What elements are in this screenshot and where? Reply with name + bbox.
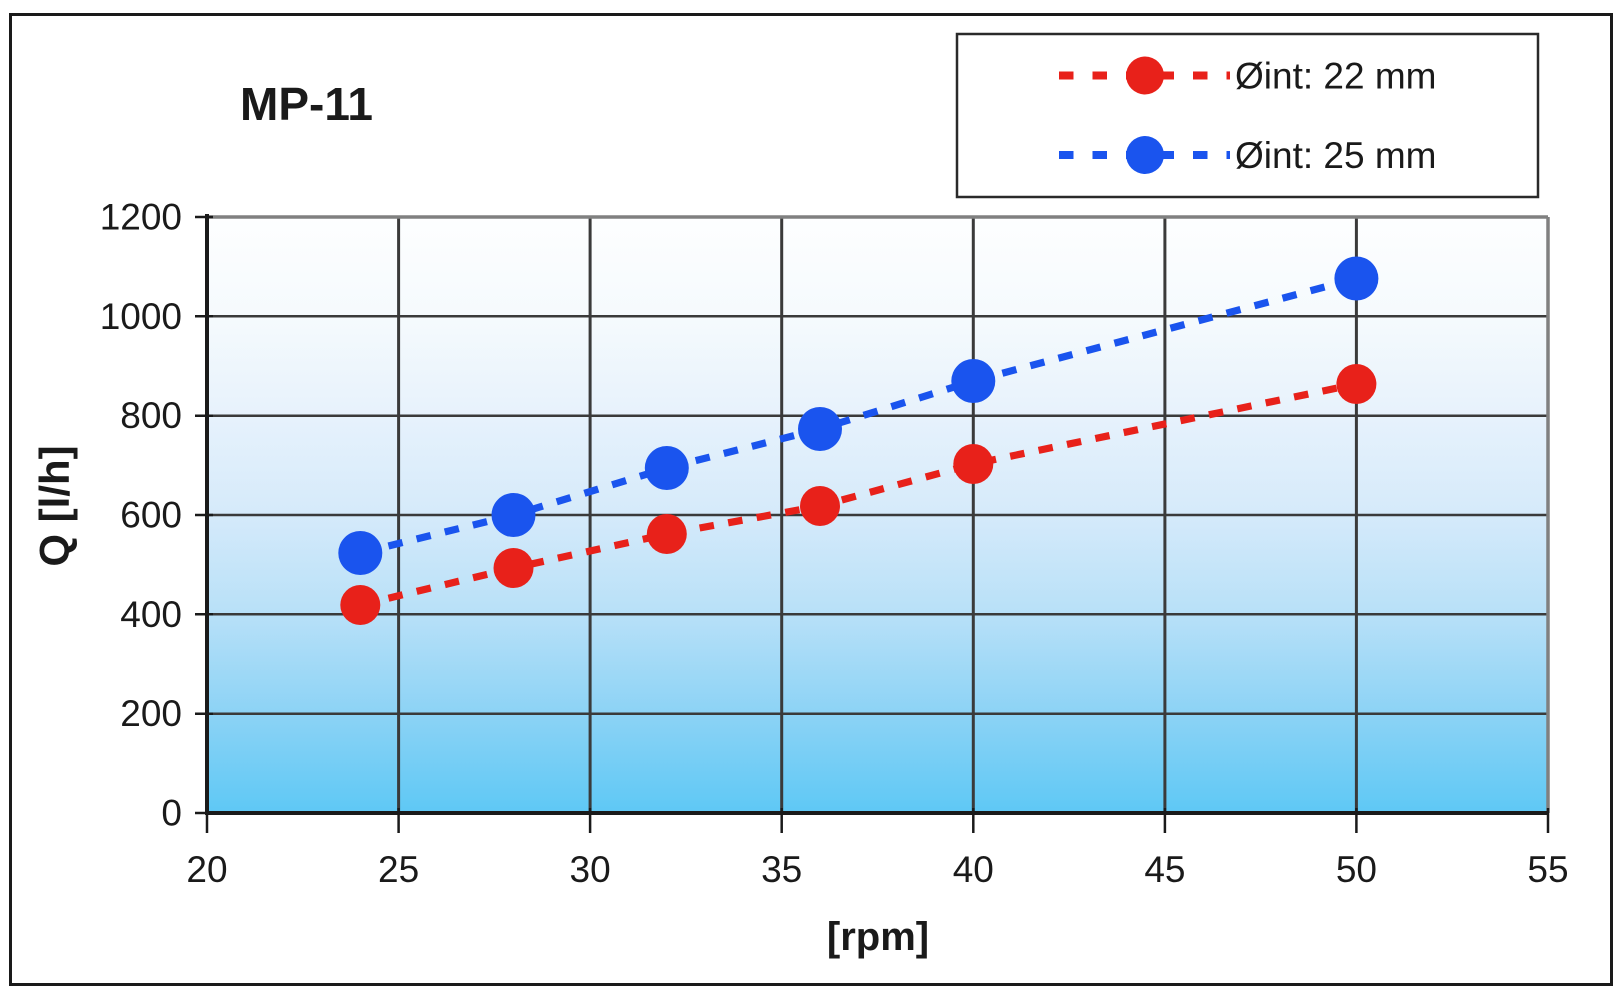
svg-text:30: 30 (570, 849, 611, 890)
svg-text:Øint: 25 mm: Øint: 25 mm (1235, 135, 1437, 176)
svg-text:800: 800 (120, 395, 182, 436)
svg-text:20: 20 (186, 849, 227, 890)
svg-text:50: 50 (1336, 849, 1377, 890)
svg-text:600: 600 (120, 495, 182, 536)
svg-text:0: 0 (161, 793, 182, 834)
svg-text:25: 25 (378, 849, 419, 890)
svg-text:1000: 1000 (100, 296, 182, 337)
svg-text:Øint: 22 mm: Øint: 22 mm (1235, 56, 1437, 97)
svg-text:400: 400 (120, 594, 182, 635)
svg-text:MP-11: MP-11 (240, 78, 373, 130)
svg-text:200: 200 (120, 693, 182, 734)
svg-text:45: 45 (1144, 849, 1185, 890)
svg-text:55: 55 (1527, 849, 1568, 890)
svg-text:[rpm]: [rpm] (827, 915, 929, 959)
svg-text:Q [l/h]: Q [l/h] (31, 445, 78, 566)
svg-text:1200: 1200 (100, 197, 182, 238)
svg-text:40: 40 (953, 849, 994, 890)
svg-text:35: 35 (761, 849, 802, 890)
